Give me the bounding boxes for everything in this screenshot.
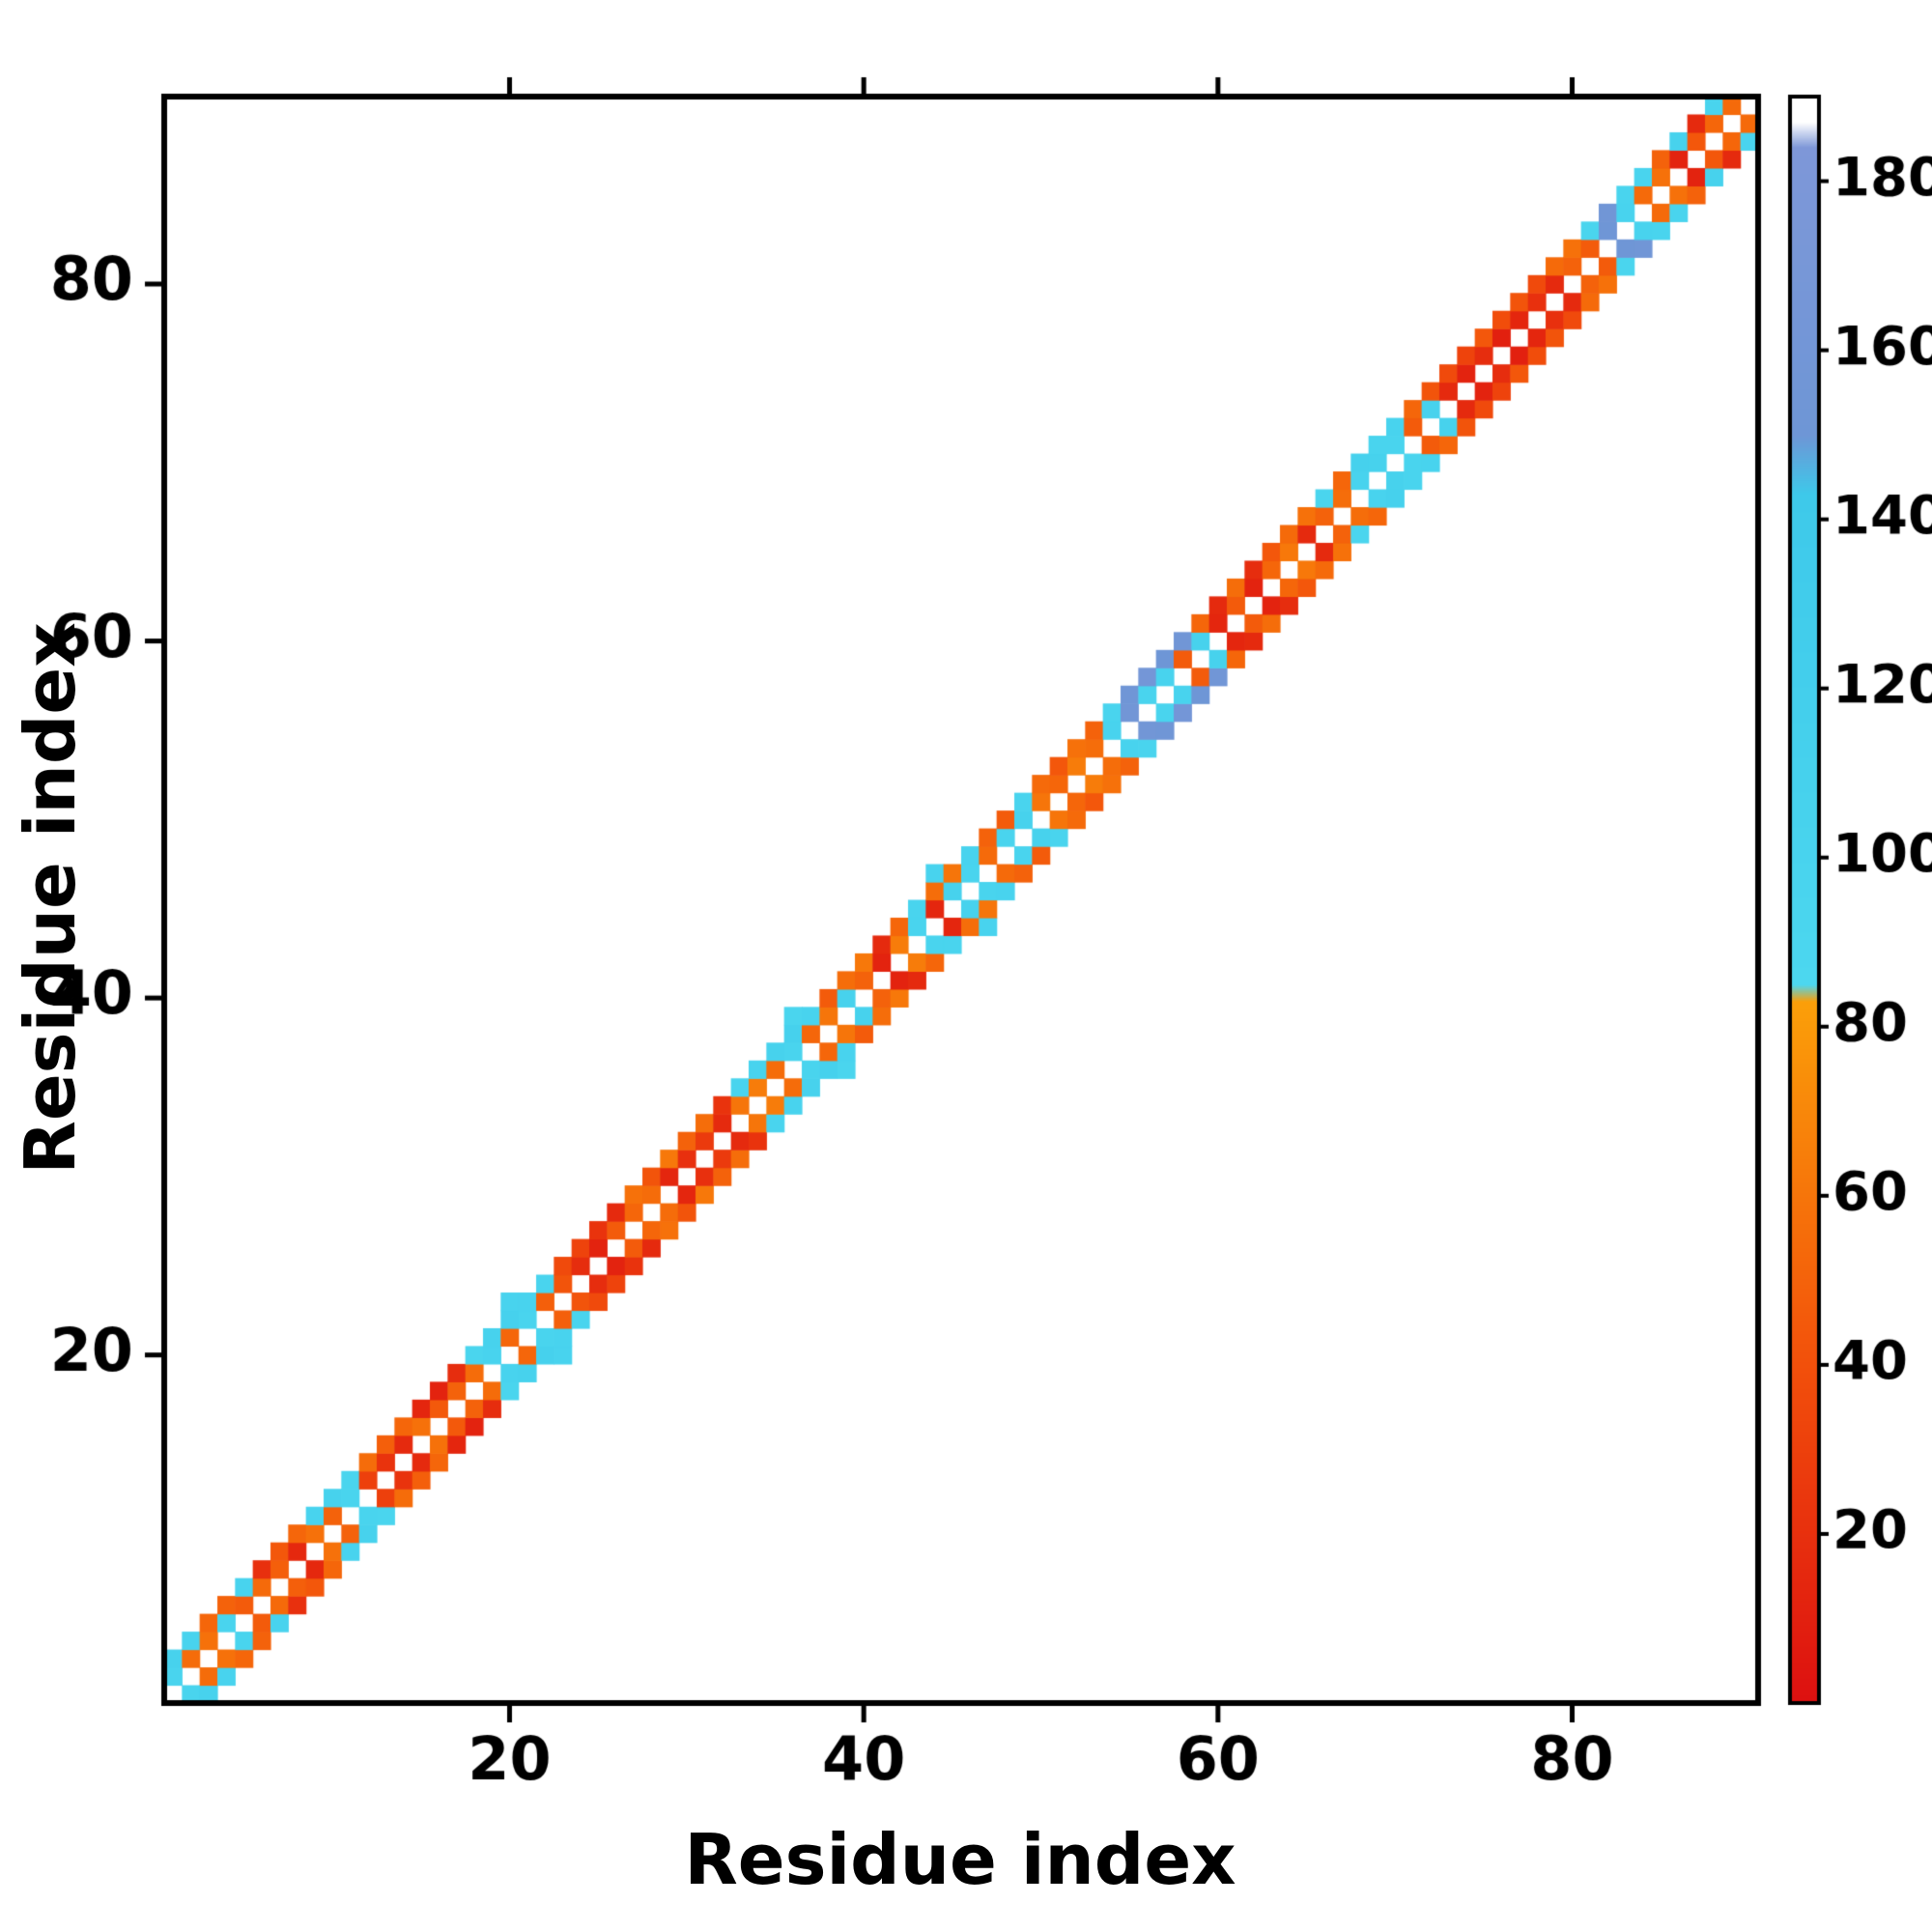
x-axis-label: Residue index	[684, 1819, 1236, 1900]
y-axis-label: Residue index	[10, 622, 91, 1175]
